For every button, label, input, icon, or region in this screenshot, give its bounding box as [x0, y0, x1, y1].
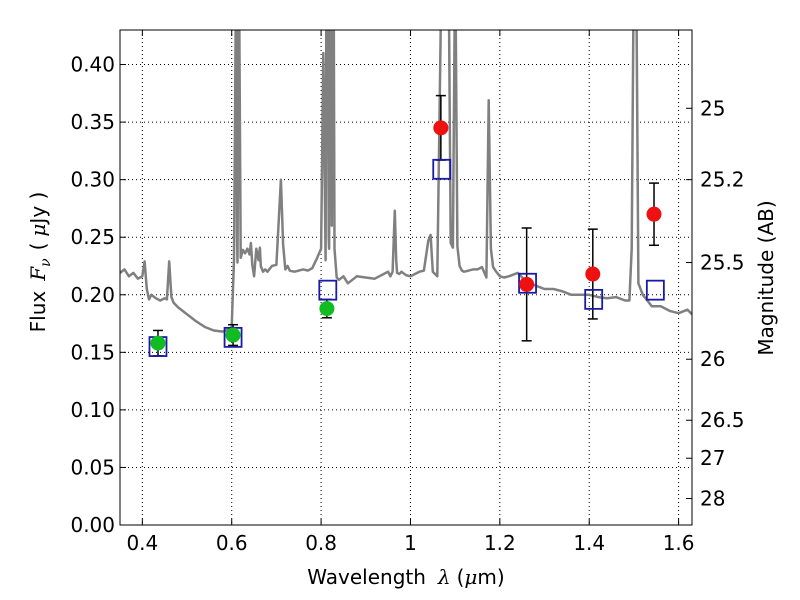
y2-tick-label: 25 [700, 96, 725, 120]
y2-tick-label: 26 [700, 347, 725, 371]
y-tick-label: 0.15 [70, 340, 115, 364]
y2-tick-label: 25.5 [700, 251, 745, 275]
x-axis-label: Wavelength λ (μm) [307, 565, 504, 589]
x-tick-label: 1.6 [663, 531, 695, 555]
x-tick-label: 1.4 [573, 531, 605, 555]
error-bars [152, 94, 660, 357]
y2-axis-label: Magnitude (AB) [754, 200, 778, 355]
y2-tick-label: 27 [700, 446, 725, 470]
spectrum-series [120, 30, 692, 333]
y-tick-label: 0.20 [70, 283, 115, 307]
green-data-point [150, 335, 166, 351]
y-tick-label: 0.40 [70, 53, 115, 77]
y2-tick-label: 25.2 [700, 168, 745, 192]
y-axis-label: FluxFν(μJy ) [26, 192, 54, 333]
y-tick-label: 0.05 [70, 455, 115, 479]
y-tick-label: 0.10 [70, 398, 115, 422]
y2-tick-label: 28 [700, 487, 725, 511]
model-box [645, 279, 665, 301]
red-data-point [519, 276, 535, 292]
x-tick-label: 0.6 [216, 531, 248, 555]
x-tick-label: 0.8 [305, 531, 337, 555]
red-data-point [585, 266, 601, 282]
green-data-point [225, 327, 241, 343]
model-box [432, 158, 452, 180]
y-tick-label: 0.00 [70, 513, 115, 537]
data-points [148, 120, 665, 357]
y-tick-label: 0.25 [70, 225, 115, 249]
x-tick-label: 1.2 [484, 531, 516, 555]
x-tick-label: 0.4 [126, 531, 158, 555]
x-tick-label: 1 [404, 531, 417, 555]
y2-tick-label: 26.5 [700, 408, 745, 432]
red-data-point [433, 120, 449, 136]
spectrum-line [120, 30, 692, 333]
model-box [318, 279, 338, 301]
model-box [584, 288, 604, 310]
model-box [518, 272, 537, 294]
axis-ticks: 0.4 0.6 0.8 1 1.2 1.4 1.6 0.00 0.05 0.10 0.15 0.20 0… [70, 30, 745, 555]
grid [120, 30, 692, 526]
green-data-point [319, 301, 335, 317]
y-tick-label: 0.35 [70, 110, 115, 134]
y-tick-label: 0.30 [70, 168, 115, 192]
red-data-point [646, 206, 662, 222]
plot-frame [119, 29, 693, 526]
